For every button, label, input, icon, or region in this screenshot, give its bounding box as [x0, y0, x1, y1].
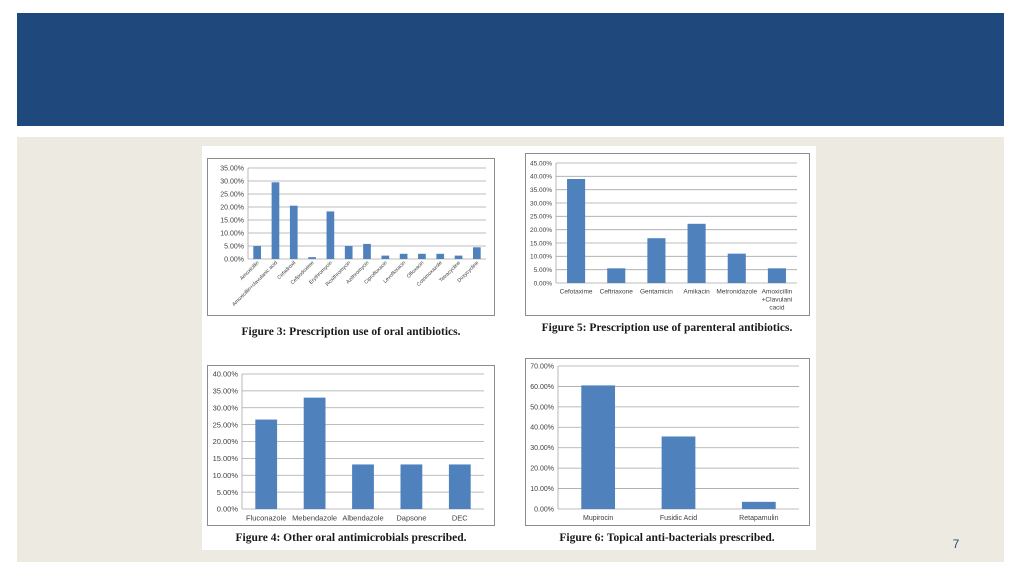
bar: [344, 246, 353, 259]
bar: [741, 501, 776, 509]
y-tick-label: 40.00%: [530, 174, 552, 181]
figure3-chart: 0.00% 5.00% 10.00% 15.00% 20.00% 25.00% 30.00%…: [208, 159, 494, 315]
y-tick-label: 10.00%: [530, 254, 552, 261]
figure3-caption: Figure 3: Prescription use of oral antib…: [241, 326, 461, 338]
x-tick-label: Metronidazole: [716, 289, 757, 296]
y-tick-label: 40.00%: [213, 370, 239, 379]
x-tick-label: Dapsone: [396, 514, 426, 523]
bar: [326, 211, 335, 259]
y-tick-label: 35.00%: [220, 165, 244, 172]
y-tick-label: 20.00%: [220, 204, 244, 211]
bar: [303, 397, 326, 509]
bar: [253, 246, 261, 259]
bar: [255, 419, 278, 509]
y-tick-label: 5.00%: [224, 243, 244, 250]
y-tick-label: 45.00%: [530, 160, 552, 167]
chart-svg: 0.00% 5.00% 10.00% 15.00% 20.00% 25.00% 30.00%…: [220, 165, 486, 308]
bar: [289, 205, 298, 259]
bar: [647, 238, 666, 283]
bar: [400, 464, 423, 509]
bar: [381, 255, 390, 259]
y-tick-label: 0.00%: [224, 256, 244, 263]
bar: [727, 253, 746, 283]
x-tick-label: Gentamicin: [640, 289, 673, 296]
x-tick-label: Amikacin: [683, 289, 710, 296]
y-tick-label: 0.00%: [534, 506, 554, 513]
bar: [687, 223, 706, 283]
y-tick-label: 70.00%: [530, 363, 554, 370]
y-tick-label: 0.00%: [217, 505, 239, 514]
figure4-caption: Figure 4: Other oral antimicrobials pres…: [235, 532, 467, 544]
figure3-frame: [207, 158, 495, 316]
y-tick-label: 25.00%: [213, 420, 239, 429]
x-tick-label: Mebendazole: [292, 514, 337, 523]
chart-svg: 0.00% 5.00% 10.00% 15.00% 20.00% 25.00% 30.00%…: [530, 160, 797, 312]
y-tick-label: 15.00%: [530, 240, 552, 247]
y-tick-label: 5.00%: [217, 488, 239, 497]
y-tick-label: 0.00%: [534, 280, 553, 287]
figure4-frame: [207, 365, 495, 526]
chart-svg: 0.00% 5.00% 10.00% 15.00% 20.00% 25.00% 30.00%…: [213, 370, 484, 523]
bar: [436, 253, 445, 259]
y-tick-label: 15.00%: [220, 217, 244, 224]
y-tick-label: 30.00%: [213, 403, 239, 412]
y-tick-label: 30.00%: [530, 200, 552, 207]
bar: [661, 436, 696, 509]
x-tick-label: Fusidic Acid: [660, 515, 697, 522]
bar: [418, 253, 426, 259]
figure6-chart: 0.00% 10.00% 20.00% 30.00% 40.00% 50.00% 60.00…: [526, 359, 809, 525]
x-tick-label: Albendazole: [342, 514, 383, 523]
x-tick-label: Mupirocin: [583, 515, 613, 522]
y-tick-label: 20.00%: [530, 227, 552, 234]
y-tick-label: 30.00%: [530, 445, 554, 452]
bar: [767, 268, 786, 283]
figure6-caption: Figure 6: Topical anti-bacterials prescr…: [559, 532, 775, 544]
bar: [473, 247, 481, 259]
x-tick-label: Cefotaxime: [560, 289, 593, 296]
y-tick-label: 25.00%: [220, 191, 244, 198]
chart-svg: 0.00% 10.00% 20.00% 30.00% 40.00% 50.00% 60.00…: [530, 363, 799, 522]
x-tick-label: Ceftriaxone: [600, 289, 634, 296]
figure4-chart: 0.00% 5.00% 10.00% 15.00% 20.00% 25.00% 30.00%…: [208, 366, 494, 525]
bar: [567, 179, 586, 283]
y-tick-label: 35.00%: [530, 187, 552, 194]
y-tick-label: 40.00%: [530, 425, 554, 432]
figure5-caption: Figure 5: Prescription use of parenteral…: [541, 322, 793, 334]
y-tick-label: 15.00%: [213, 454, 239, 463]
y-tick-label: 50.00%: [530, 404, 554, 411]
bar: [454, 255, 463, 259]
y-tick-label: 10.00%: [220, 230, 244, 237]
y-tick-label: 20.00%: [530, 466, 554, 473]
y-tick-label: 10.00%: [530, 486, 554, 493]
bar: [581, 385, 616, 509]
bar: [308, 257, 316, 259]
bar: [448, 464, 471, 509]
x-tick-label: Amoxicillin +Clavulani cacid: [762, 289, 793, 312]
y-tick-label: 60.00%: [530, 384, 554, 391]
page-number: 7: [952, 537, 960, 551]
bar: [271, 182, 280, 259]
bar: [607, 268, 626, 283]
x-tick-label: DEC: [452, 514, 468, 523]
x-tick-label: Fluconazole: [246, 514, 286, 523]
y-tick-label: 5.00%: [534, 267, 553, 274]
title-band: [17, 13, 1004, 126]
x-tick-label: Retapamulin: [739, 515, 778, 522]
y-tick-label: 25.00%: [530, 214, 552, 221]
y-tick-label: 35.00%: [213, 387, 239, 396]
figure5-chart: 0.00% 5.00% 10.00% 15.00% 20.00% 25.00% 30.00%…: [526, 154, 809, 315]
bar: [399, 253, 408, 259]
bar: [363, 243, 371, 259]
y-tick-label: 20.00%: [213, 437, 239, 446]
bar: [352, 464, 374, 509]
y-tick-label: 10.00%: [213, 471, 239, 480]
y-tick-label: 30.00%: [220, 178, 244, 185]
